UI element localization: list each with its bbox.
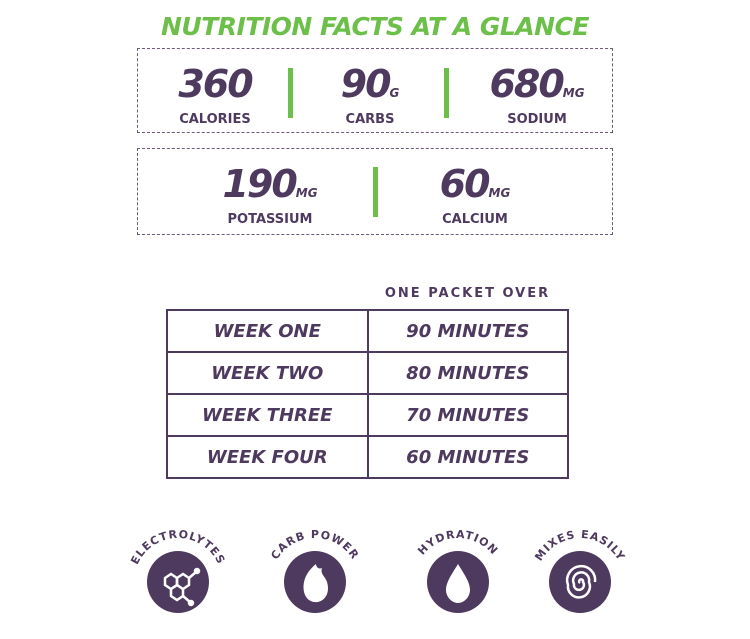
stat-value: 90 [340, 62, 392, 106]
divider [444, 68, 449, 118]
week-cell: WEEK TWO [166, 351, 369, 395]
duration-cell: 60 MINUTES [366, 435, 569, 479]
badge-carb-power: CARB POWER [268, 528, 361, 613]
stat-value: 360 [178, 62, 253, 106]
week-cell: WEEK FOUR [166, 435, 369, 479]
stat-label: CALCIUM [442, 212, 508, 227]
badges: ELECTROLYTES CARB POWER HYDRATION MIXES … [128, 528, 627, 613]
table-row: WEEK THREE 70 MINUTES [166, 393, 569, 437]
week-cell: WEEK THREE [166, 393, 369, 437]
badge-mixes-easily: MIXES EASILY [532, 528, 627, 613]
stat-label: CARBS [345, 112, 395, 127]
stat-unit: MG [295, 186, 318, 200]
nutrition-box-1 [137, 48, 613, 133]
table-row: WEEK FOUR 60 MINUTES [166, 435, 569, 479]
stat-unit: G [389, 86, 400, 100]
duration-cell: 70 MINUTES [366, 393, 569, 437]
stat-label: CALORIES [179, 112, 251, 127]
table-row: WEEK TWO 80 MINUTES [166, 351, 569, 395]
stat-calcium: 60MG CALCIUM [400, 164, 550, 227]
page-title: NUTRITION FACTS AT A GLANCE [160, 12, 590, 41]
drop-icon [446, 564, 470, 603]
nutrition-box-2 [137, 148, 613, 235]
stat-value: 190 [222, 162, 297, 206]
schedule-header: ONE PACKET OVER [384, 286, 551, 301]
week-cell: WEEK ONE [166, 309, 369, 353]
duration-cell: 80 MINUTES [366, 351, 569, 395]
stat-calories: 360 CALORIES [140, 64, 290, 127]
stat-label: POTASSIUM [227, 212, 313, 227]
stat-label: SODIUM [507, 112, 567, 127]
flame-icon [303, 564, 328, 603]
table-row: WEEK ONE 90 MINUTES [166, 309, 569, 353]
molecule-icon [163, 567, 201, 607]
duration-cell: 90 MINUTES [366, 309, 569, 353]
stat-unit: MG [488, 186, 511, 200]
stat-potassium: 190MG POTASSIUM [195, 164, 345, 227]
badge-electrolytes: ELECTROLYTES [128, 528, 227, 613]
stat-sodium: 680MG SODIUM [462, 64, 612, 127]
badge-hydration: HYDRATION [415, 528, 500, 613]
stat-unit: MG [562, 86, 585, 100]
stat-value: 60 [439, 162, 491, 206]
stat-value: 680 [489, 62, 564, 106]
stat-carbs: 90G CARBS [295, 64, 445, 127]
divider [288, 68, 293, 118]
schedule-table: WEEK ONE 90 MINUTES WEEK TWO 80 MINUTES WE… [166, 309, 569, 479]
divider [373, 167, 378, 217]
spiral-icon [565, 564, 597, 599]
